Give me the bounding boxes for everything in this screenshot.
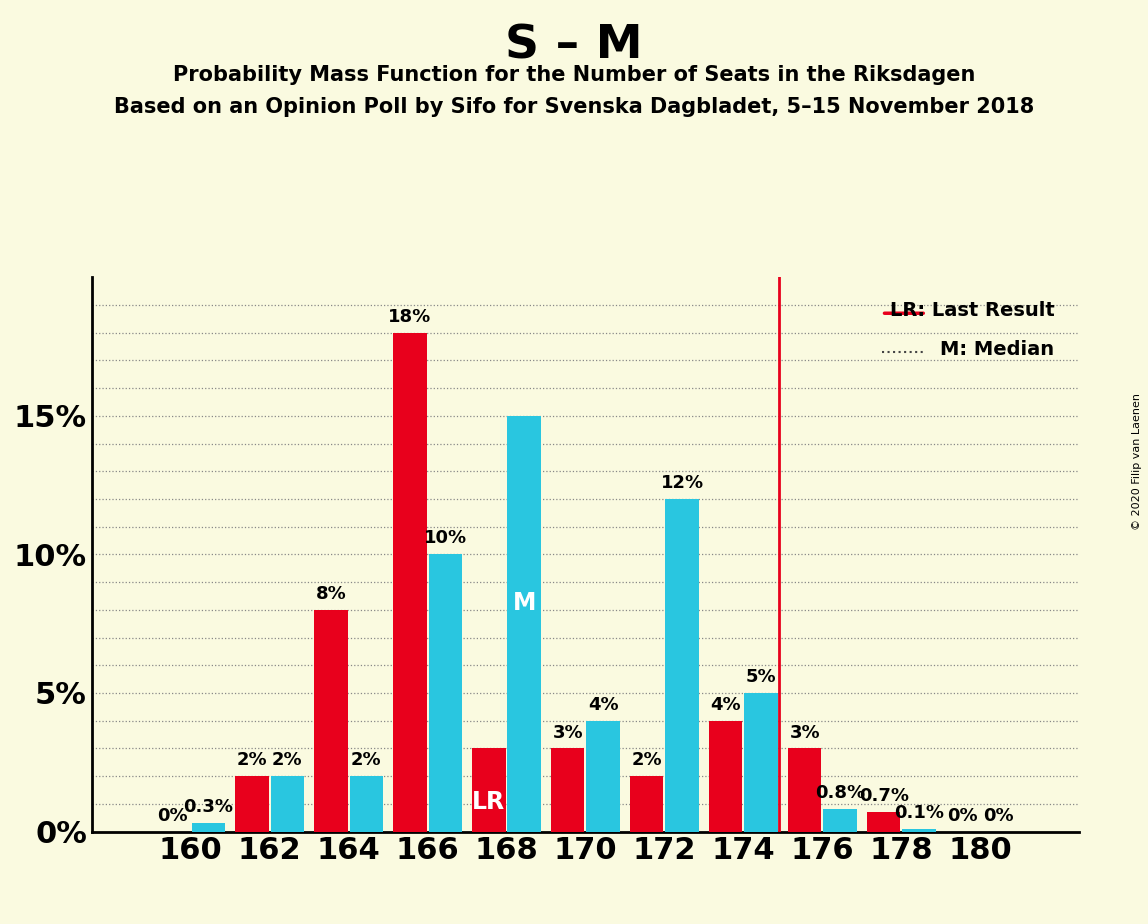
Bar — [666, 499, 699, 832]
Text: Based on an Opinion Poll by Sifo for Svenska Dagbladet, 5–15 November 2018: Based on an Opinion Poll by Sifo for Sve… — [114, 97, 1034, 117]
Text: 0%: 0% — [947, 807, 978, 824]
Text: 4%: 4% — [711, 696, 740, 713]
Text: 5%: 5% — [746, 668, 776, 686]
Bar — [709, 721, 743, 832]
Text: Probability Mass Function for the Number of Seats in the Riksdagen: Probability Mass Function for the Number… — [173, 65, 975, 85]
Bar — [393, 333, 427, 832]
Text: 0.8%: 0.8% — [815, 784, 866, 802]
Bar — [349, 776, 383, 832]
Bar — [428, 554, 461, 832]
Text: 3%: 3% — [790, 723, 820, 741]
Text: LR: LR — [472, 791, 505, 814]
Text: 0%: 0% — [157, 807, 188, 824]
Bar — [192, 823, 225, 832]
Text: 2%: 2% — [631, 751, 662, 769]
Text: LR: Last Result: LR: Last Result — [890, 301, 1054, 320]
Text: 0.3%: 0.3% — [184, 798, 233, 817]
Text: 2%: 2% — [272, 751, 303, 769]
Bar — [235, 776, 269, 832]
Text: M: Median: M: Median — [940, 340, 1054, 359]
Text: 0%: 0% — [983, 807, 1014, 824]
Bar — [823, 809, 856, 832]
Bar — [271, 776, 304, 832]
Text: 4%: 4% — [588, 696, 619, 713]
Text: © 2020 Filip van Laenen: © 2020 Filip van Laenen — [1132, 394, 1142, 530]
Text: 0.1%: 0.1% — [894, 804, 944, 822]
Text: 8%: 8% — [316, 585, 347, 602]
Bar — [472, 748, 505, 832]
Text: S – M: S – M — [505, 23, 643, 68]
Bar — [587, 721, 620, 832]
Bar — [630, 776, 664, 832]
Text: 2%: 2% — [236, 751, 267, 769]
Text: M: M — [512, 591, 536, 614]
Text: 10%: 10% — [424, 529, 467, 547]
Bar — [902, 829, 936, 832]
Bar — [551, 748, 584, 832]
Text: 3%: 3% — [552, 723, 583, 741]
Text: 2%: 2% — [351, 751, 381, 769]
Text: 18%: 18% — [388, 308, 432, 326]
Text: 12%: 12% — [660, 474, 704, 492]
Bar — [507, 416, 541, 832]
Bar — [788, 748, 822, 832]
Bar — [315, 610, 348, 832]
Bar — [867, 812, 900, 832]
Text: 0.7%: 0.7% — [859, 787, 908, 805]
Bar — [744, 693, 778, 832]
